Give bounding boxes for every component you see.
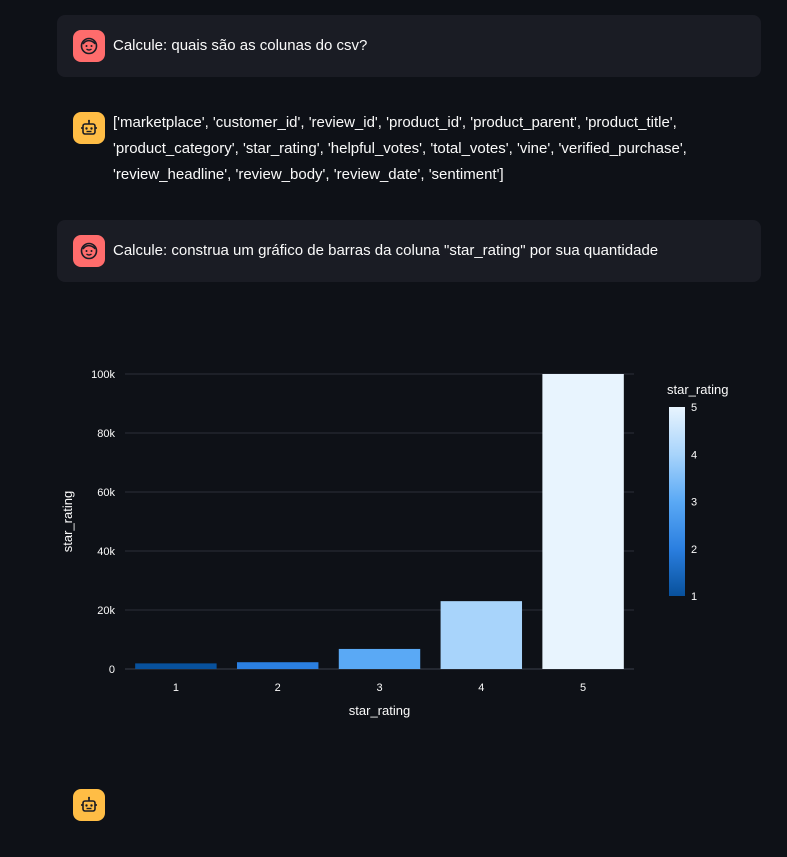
user-face-icon bbox=[80, 37, 98, 55]
chat-message-user: Calcule: construa um gráfico de barras d… bbox=[57, 220, 761, 282]
assistant-avatar bbox=[73, 789, 105, 821]
y-tick-label: 0 bbox=[109, 664, 115, 676]
y-tick-label: 100k bbox=[91, 369, 115, 381]
colorbar-tick-label: 2 bbox=[691, 544, 697, 556]
user-avatar bbox=[73, 30, 105, 62]
colorbar bbox=[669, 407, 685, 596]
assistant-avatar bbox=[73, 112, 105, 144]
bar bbox=[236, 662, 319, 669]
y-tick-label: 60k bbox=[97, 487, 115, 499]
robot-icon bbox=[81, 119, 97, 135]
robot-icon bbox=[81, 796, 97, 812]
chat-message-assistant: ['marketplace', 'customer_id', 'review_i… bbox=[57, 104, 761, 194]
y-tick-label: 40k bbox=[97, 546, 115, 558]
colorbar-tick-label: 1 bbox=[691, 591, 697, 603]
colorbar-tick-label: 4 bbox=[691, 449, 697, 461]
chat-message-assistant bbox=[57, 782, 761, 822]
bar-chart[interactable]: 0 20k 40k 60k 80k 100k 1 2 3 4 5 star_rating star_ra… bbox=[0, 290, 787, 740]
y-tick-label: 20k bbox=[97, 605, 115, 617]
user-face-icon bbox=[80, 242, 98, 260]
bar bbox=[135, 663, 217, 669]
message-text: Calcule: quais são as colunas do csv? bbox=[113, 37, 368, 54]
chat-message-user: Calcule: quais são as colunas do csv? bbox=[57, 15, 761, 77]
bar bbox=[542, 374, 624, 669]
colorbar-title: star_rating bbox=[667, 382, 728, 397]
y-axis-title: star_rating bbox=[60, 491, 75, 552]
x-tick-label: 4 bbox=[478, 682, 484, 694]
colorbar-tick-label: 3 bbox=[691, 497, 697, 509]
x-tick-label: 5 bbox=[580, 682, 586, 694]
x-tick-label: 1 bbox=[173, 682, 179, 694]
y-tick-label: 80k bbox=[97, 428, 115, 440]
bar bbox=[440, 601, 523, 669]
bar bbox=[338, 648, 421, 669]
x-tick-label: 2 bbox=[275, 682, 281, 694]
user-avatar bbox=[73, 235, 105, 267]
message-text: Calcule: construa um gráfico de barras d… bbox=[113, 242, 659, 259]
colorbar-tick-label: 5 bbox=[691, 402, 697, 414]
x-axis-title: star_rating bbox=[349, 703, 410, 718]
message-text: ['marketplace', 'customer_id', 'review_i… bbox=[113, 114, 687, 183]
x-tick-label: 3 bbox=[376, 682, 382, 694]
